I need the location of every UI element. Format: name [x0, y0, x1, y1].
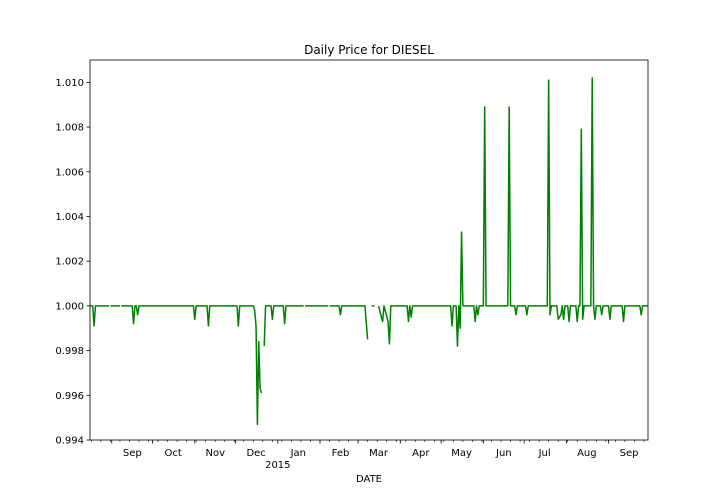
x-tick-label: Feb: [332, 448, 350, 459]
x-tick-label: Sep: [620, 448, 639, 459]
x-tick-label: Jan: [290, 448, 306, 459]
y-tick-label: 0.994: [55, 436, 84, 447]
series-line-segment: [377, 77, 648, 347]
x-tick-label: Jul: [538, 448, 551, 459]
y-tick-label: 1.004: [55, 212, 84, 223]
x-tick-label: Aug: [577, 448, 597, 459]
series-line-segment: [329, 305, 369, 340]
y-tick-label: 0.998: [55, 346, 84, 357]
chart-title: Daily Price for DIESEL: [304, 43, 434, 57]
y-tick-label: 1.006: [55, 167, 84, 178]
x-tick-label: Nov: [206, 448, 226, 459]
x-tick-label: Dec: [246, 448, 265, 459]
y-tick-label: 1.002: [55, 257, 84, 268]
x-tick-sublabel: 2015: [265, 460, 290, 471]
y-tick-label: 0.996: [55, 391, 84, 402]
x-tick-label: Oct: [164, 448, 181, 459]
x-axis-title: DATE: [356, 474, 382, 485]
x-tick-label: Mar: [369, 448, 389, 459]
series-line-segment: [121, 305, 263, 426]
plot-area: 0.994 0.996 0.998 1.000 1.002 1.004 1.006 1.008…: [55, 59, 649, 471]
y-tick-label: 1.008: [55, 123, 84, 134]
x-tick-label: Jun: [495, 448, 512, 459]
y-tick-label: 1.000: [55, 301, 84, 312]
x-tick-label: May: [451, 448, 472, 459]
axes-frame: [89, 59, 649, 441]
series-line-segment: [90, 305, 110, 327]
x-tick-label: Apr: [412, 448, 430, 459]
series-line-segment: [263, 305, 304, 347]
x-tick-label: Sep: [123, 448, 142, 459]
y-tick-label: 1.010: [55, 78, 84, 89]
